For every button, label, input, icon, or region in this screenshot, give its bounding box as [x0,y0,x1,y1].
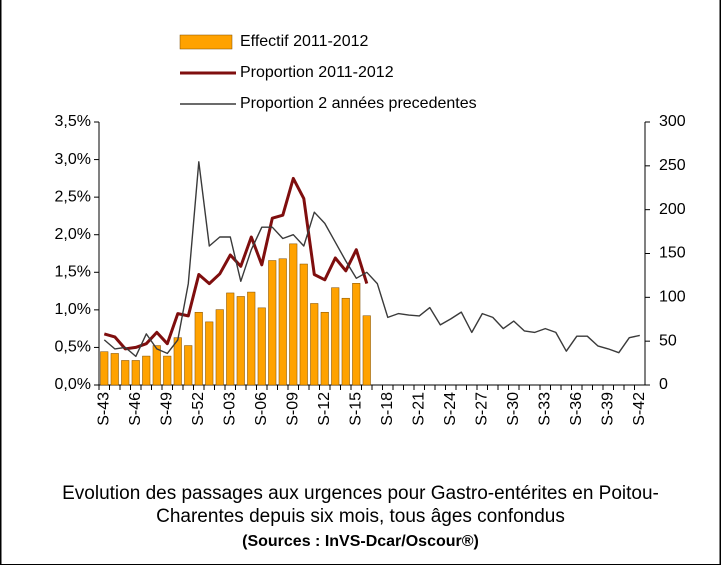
x-tick-label: S-33 [536,392,553,426]
bar [131,360,140,386]
bar [110,353,119,386]
y-tick-label: 1,0% [55,301,91,318]
bar [268,260,277,386]
x-tick-label: S-43 [95,392,112,426]
bar [205,321,214,386]
y2-tick-label: 250 [659,157,686,174]
x-tick-label: S-27 [473,392,490,426]
x-tick-label: S-42 [631,392,648,426]
x-tick-label: S-24 [442,392,459,426]
x-tick-label: S-03 [221,392,238,426]
bar [247,291,256,386]
y-tick-label: 3,5% [55,113,91,130]
bar [278,258,287,386]
x-tick-label: S-21 [410,392,427,426]
x-tick-label: S-09 [284,392,301,426]
bar [100,351,109,386]
y2-tick-label: 50 [659,332,677,349]
source: (Sources : InVS-Dcar/Oscour®) [242,533,479,550]
caption: Evolution des passages aux urgences pour… [62,483,659,527]
y2-tick-label: 0 [659,376,668,393]
y2-tick-label: 200 [659,201,686,218]
y2-tick-label: 150 [659,245,686,262]
x-tick-label: S-18 [379,392,396,426]
bar [289,243,298,386]
bar [226,292,235,386]
x-tick-label: S-06 [253,392,270,426]
bar [152,345,161,386]
y-tick-label: 2,5% [55,188,91,205]
y-tick-label: 3,0% [55,151,91,168]
bar [331,287,340,386]
bar [215,309,224,386]
bar [121,360,130,386]
bar [320,311,329,386]
x-tick-label: S-52 [190,392,207,426]
legend-label: Proportion 2 années precedentes [240,95,477,112]
x-tick-label: S-30 [505,392,522,426]
x-tick-label: S-39 [599,392,616,426]
bar [184,345,193,386]
x-tick-label: S-46 [127,392,144,426]
bar [173,337,182,386]
bar [236,296,245,386]
line [103,161,640,358]
y2-tick-label: 100 [659,289,686,306]
x-tick-label: S-36 [568,392,585,426]
x-tick-label: S-15 [347,392,364,426]
legend-label: Effectif 2011-2012 [240,33,368,50]
bar [341,297,350,386]
bar [352,283,361,386]
bar [310,303,319,386]
bar [163,355,172,386]
bar [299,263,308,386]
bar [194,311,203,386]
x-tick-label: S-12 [316,392,333,426]
bar [142,355,151,386]
y-tick-label: 1,5% [55,264,91,281]
y-tick-label: 0,0% [55,376,91,393]
x-tick-label: S-49 [158,392,175,426]
y-tick-label: 2,0% [55,226,91,243]
y-tick-label: 0,5% [55,339,91,356]
y2-tick-label: 300 [659,113,686,130]
bar [257,307,266,386]
legend-label: Proportion 2011-2012 [240,64,394,81]
legend-swatch [179,34,233,50]
bar [362,315,371,386]
